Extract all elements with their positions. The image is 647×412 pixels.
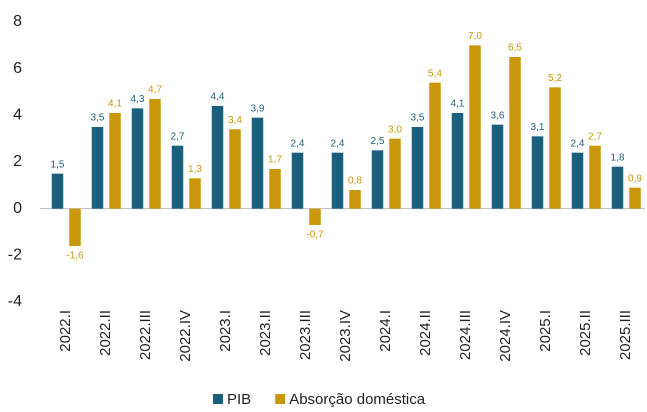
y-tick-label: 6 [13,60,22,77]
data-label: 2,4 [291,138,305,149]
legend-swatch [213,394,223,404]
y-tick-label: 4 [13,107,22,124]
legend-swatch [275,394,286,404]
data-label: 4,1 [108,99,122,110]
bar [251,117,264,209]
data-label: 3,6 [491,110,505,121]
bar [131,108,144,209]
x-tick-label: 2023.IV [337,310,354,362]
bar [451,113,464,209]
data-label: 7,0 [468,31,482,42]
data-label: 6,5 [508,43,522,54]
data-label: 3,1 [531,122,545,133]
legend-label: Absorção doméstica [289,391,426,408]
data-label: 0,9 [628,173,642,184]
data-label: -1,6 [66,251,84,262]
x-tick-label: 2022.IV [177,310,194,362]
data-label: 2,4 [331,138,345,149]
bar [69,208,81,246]
y-tick-label: -2 [8,247,22,264]
data-label: 1,3 [188,164,202,175]
data-label: 4,1 [451,99,465,110]
bar [429,82,441,209]
data-label: 2,7 [171,131,185,142]
data-label: 4,4 [211,92,225,103]
data-label: 5,2 [548,73,562,84]
y-tick-label: 0 [13,200,22,217]
y-tick-label: -4 [8,293,22,310]
bar [629,187,641,209]
x-tick-label: 2024.III [457,310,474,360]
data-label: 4,7 [148,85,162,96]
bar [531,136,544,209]
data-label: 3,5 [91,113,105,124]
bar [411,127,424,209]
bar [589,145,601,209]
bar [491,124,504,209]
bar [611,166,624,209]
bar [51,173,64,209]
data-label: 1,5 [51,159,65,170]
x-tick-label: 2022.III [137,310,154,360]
data-label: 4,3 [131,94,145,105]
bar [371,150,384,209]
x-tick-label: 2023.III [297,310,314,360]
y-tick-label: 8 [13,13,22,30]
bar [211,106,224,209]
x-tick-label: 2024.I [377,310,394,352]
bar [171,145,184,209]
bar [189,178,201,209]
x-tick-label: 2023.I [217,310,234,352]
data-label: 2,4 [571,138,585,149]
data-label: 5,4 [428,68,442,79]
x-tick-label: 2025.I [537,310,554,352]
y-tick-label: 2 [13,153,22,170]
x-tick-label: 2022.II [97,310,114,356]
bar [269,169,281,209]
x-tick-label: 2023.II [257,310,274,356]
data-label: 3,9 [251,103,265,114]
bar [331,152,344,209]
data-label: 3,0 [388,124,402,135]
bar [509,57,521,209]
data-label: 0,8 [348,176,362,187]
data-label: 1,8 [611,152,625,163]
bar [291,152,304,209]
x-tick-label: 2022.I [57,310,74,352]
x-tick-label: 2024.IV [497,310,514,362]
legend-label: PIB [227,391,251,408]
bar [349,190,361,209]
x-tick-label: 2025.III [617,310,634,360]
bar [309,208,321,225]
bar [109,113,121,209]
bar [149,99,161,209]
data-label: 2,5 [371,136,385,147]
data-label: 3,5 [411,113,425,124]
bar [229,129,241,209]
data-label: 2,7 [588,131,602,142]
bar [91,127,104,209]
bar [571,152,584,209]
x-tick-label: 2025.II [577,310,594,356]
bar [389,138,401,209]
bar [469,45,481,209]
data-label: -0,7 [306,230,324,241]
data-label: 3,4 [228,115,242,126]
x-tick-label: 2024.II [417,310,434,356]
data-label: 1,7 [268,155,282,166]
bar [549,87,561,209]
